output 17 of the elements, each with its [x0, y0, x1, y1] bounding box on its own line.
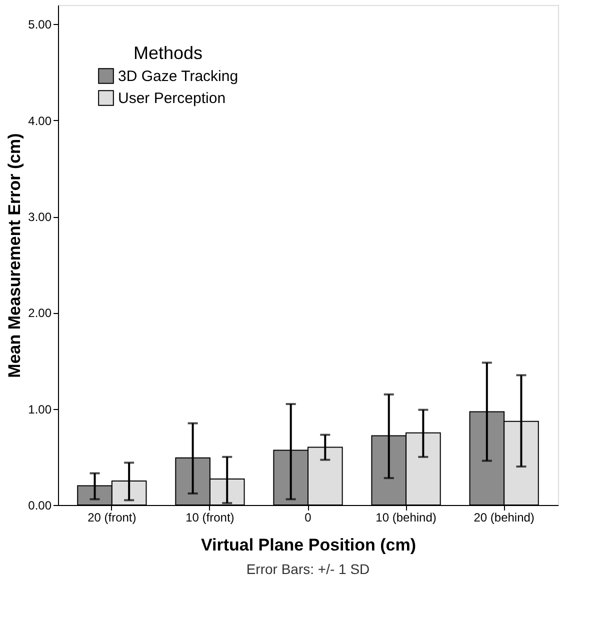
x-tick-label: 20 (front)	[88, 510, 136, 524]
x-tick-label: 10 (behind)	[376, 510, 436, 524]
y-tick-label: 2.00	[28, 306, 52, 320]
x-tick-label: 10 (front)	[186, 510, 234, 524]
y-tick-label: 3.00	[28, 210, 52, 224]
y-tick-label: 4.00	[28, 114, 52, 128]
x-axis-title: Virtual Plane Position (cm)	[200, 536, 416, 554]
legend-label: 3D Gaze Tracking	[118, 68, 238, 85]
x-tick-label: 0	[304, 510, 312, 524]
y-tick-label: 5.00	[28, 18, 52, 32]
legend-label: User Perception	[118, 90, 226, 107]
legend-title: Methods	[133, 43, 203, 63]
y-axis-title: Mean Measurement Error (cm)	[5, 133, 24, 378]
y-tick-label: 1.00	[28, 402, 52, 416]
y-tick-label: 0.00	[28, 498, 52, 512]
x-tick-label: 20 (behind)	[474, 510, 534, 524]
text: Error Bars: +/- 1 SD	[246, 561, 370, 577]
